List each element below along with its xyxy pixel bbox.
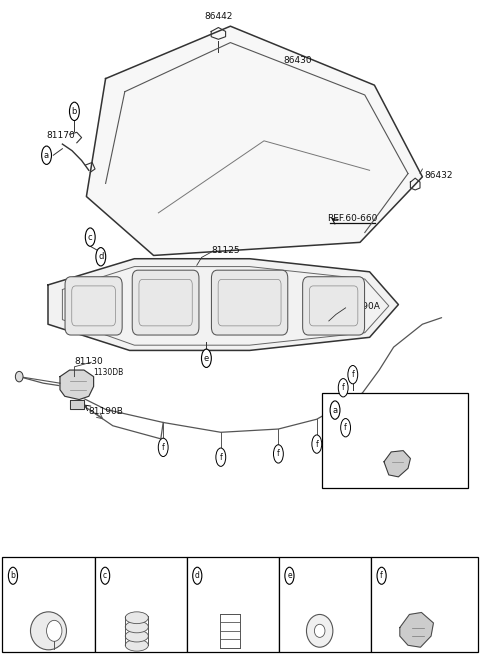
- Text: f: f: [162, 443, 165, 452]
- Text: 81170: 81170: [47, 131, 75, 140]
- Text: 81190B: 81190B: [89, 407, 124, 416]
- Text: 81130: 81130: [74, 357, 103, 366]
- Polygon shape: [60, 370, 94, 400]
- Ellipse shape: [125, 639, 148, 651]
- Bar: [371, 557, 478, 652]
- Bar: [322, 393, 468, 488]
- Ellipse shape: [47, 620, 62, 641]
- Ellipse shape: [42, 146, 51, 164]
- Polygon shape: [384, 451, 410, 477]
- Polygon shape: [70, 400, 84, 409]
- Text: 81199: 81199: [394, 571, 420, 580]
- Text: f: f: [277, 449, 280, 458]
- Ellipse shape: [8, 567, 18, 584]
- Text: 81738A: 81738A: [209, 571, 242, 580]
- Ellipse shape: [125, 621, 148, 633]
- Text: b: b: [72, 107, 77, 116]
- Text: c: c: [103, 571, 107, 580]
- Text: d: d: [195, 571, 200, 580]
- Polygon shape: [48, 259, 398, 350]
- Text: f: f: [315, 440, 318, 449]
- Ellipse shape: [158, 438, 168, 457]
- Ellipse shape: [285, 567, 294, 584]
- Text: f: f: [380, 571, 383, 580]
- Ellipse shape: [100, 567, 110, 584]
- Text: 86442: 86442: [204, 12, 233, 21]
- Ellipse shape: [31, 612, 67, 650]
- Text: 81190A: 81190A: [346, 302, 381, 311]
- Bar: [95, 557, 187, 652]
- Ellipse shape: [125, 630, 148, 642]
- Text: f: f: [351, 370, 354, 379]
- Ellipse shape: [202, 349, 211, 367]
- Ellipse shape: [96, 248, 106, 266]
- Text: f: f: [342, 383, 345, 392]
- Ellipse shape: [314, 624, 325, 637]
- FancyBboxPatch shape: [132, 270, 199, 335]
- Text: 81172: 81172: [25, 571, 51, 580]
- Ellipse shape: [216, 448, 226, 466]
- Text: f: f: [219, 453, 222, 462]
- Bar: [2, 557, 95, 652]
- Text: 82191: 82191: [117, 571, 144, 580]
- Polygon shape: [400, 612, 433, 647]
- Text: c: c: [88, 233, 93, 242]
- Ellipse shape: [341, 419, 350, 437]
- Text: 81125: 81125: [211, 246, 240, 255]
- Text: d: d: [98, 252, 104, 261]
- Ellipse shape: [192, 567, 202, 584]
- Text: 86430: 86430: [283, 56, 312, 66]
- Polygon shape: [86, 26, 422, 255]
- Ellipse shape: [306, 614, 333, 647]
- Text: 81174: 81174: [350, 405, 381, 415]
- Text: 81126: 81126: [301, 571, 328, 580]
- Text: a: a: [44, 151, 49, 160]
- Text: REF.60-660: REF.60-660: [328, 214, 378, 223]
- Ellipse shape: [377, 567, 386, 584]
- Circle shape: [15, 371, 23, 382]
- Text: 86432: 86432: [425, 171, 453, 180]
- Text: 1130DB: 1130DB: [94, 367, 124, 377]
- Ellipse shape: [274, 445, 283, 463]
- Text: e: e: [287, 571, 292, 580]
- FancyBboxPatch shape: [302, 276, 365, 335]
- Ellipse shape: [85, 228, 95, 246]
- FancyBboxPatch shape: [65, 276, 122, 335]
- Text: a: a: [333, 405, 337, 415]
- Bar: [279, 557, 371, 652]
- Ellipse shape: [312, 435, 322, 453]
- FancyBboxPatch shape: [211, 270, 288, 335]
- Ellipse shape: [338, 379, 348, 397]
- Text: e: e: [204, 354, 209, 363]
- Text: f: f: [344, 423, 347, 432]
- Ellipse shape: [330, 401, 340, 419]
- Ellipse shape: [125, 612, 148, 624]
- Bar: [187, 557, 279, 652]
- Ellipse shape: [348, 365, 358, 384]
- Text: b: b: [11, 571, 15, 580]
- Ellipse shape: [70, 102, 79, 121]
